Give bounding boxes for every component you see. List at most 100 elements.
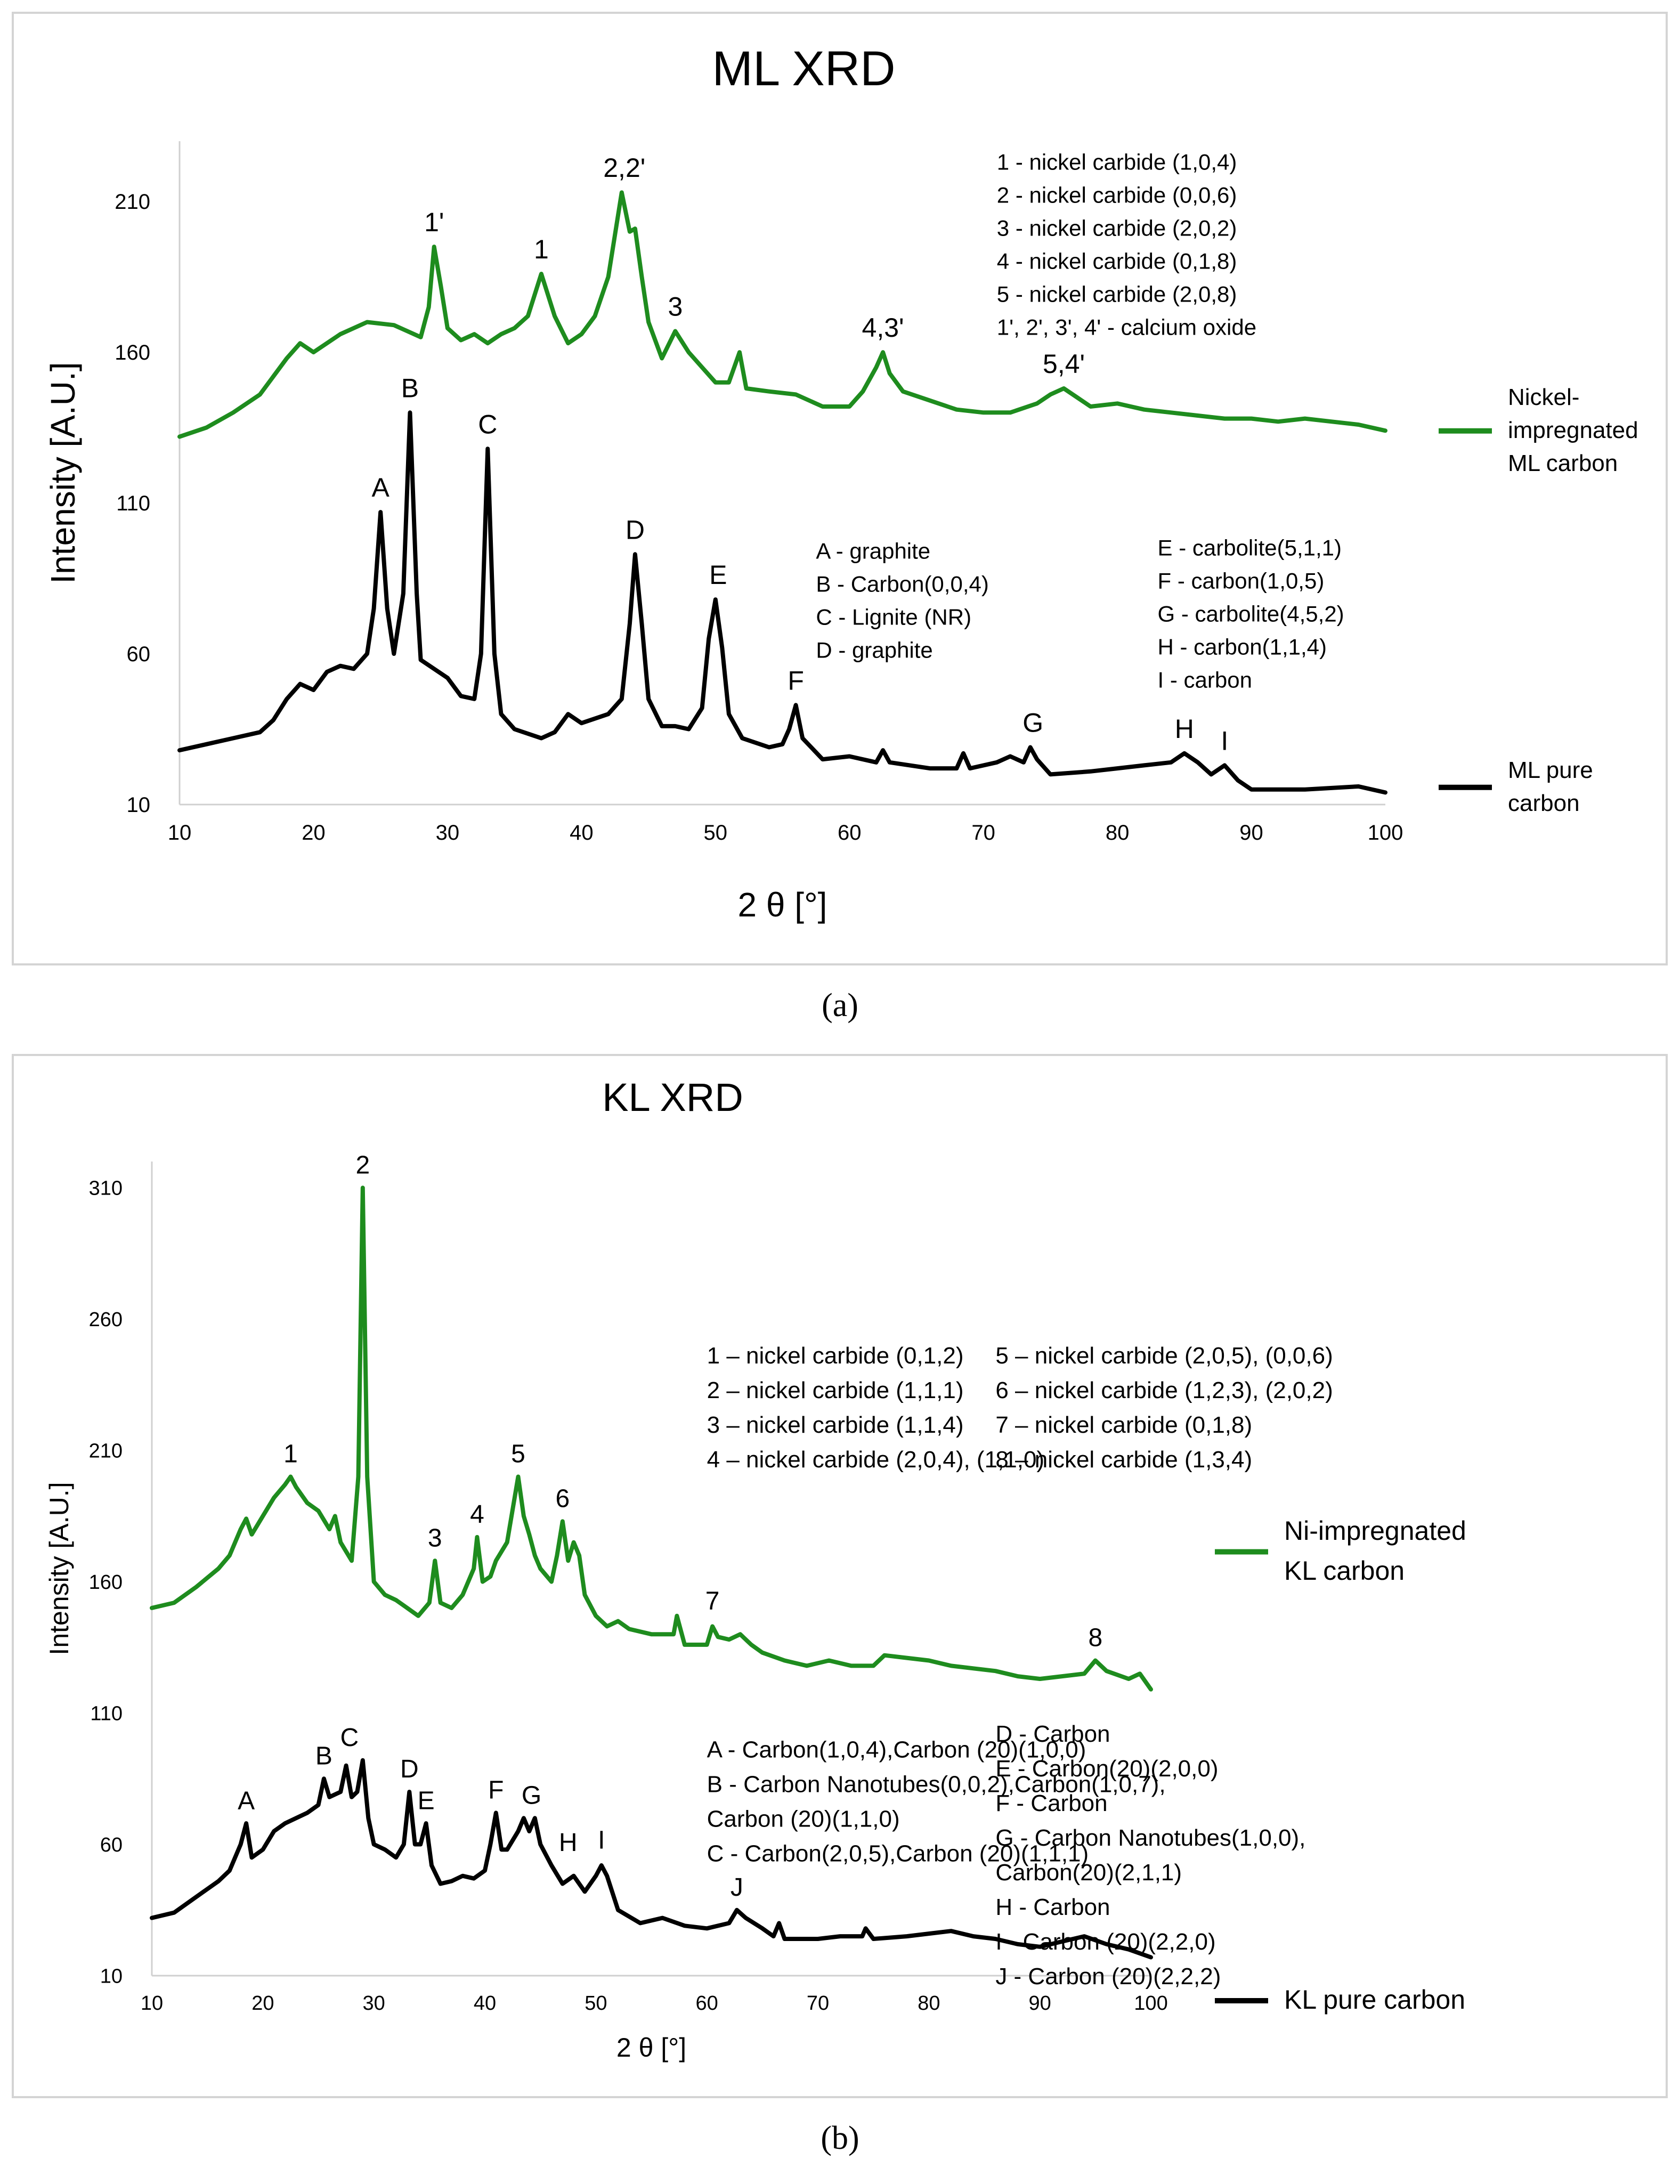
y-tick-label: 110: [116, 492, 150, 515]
series-line-1: [150, 1758, 1153, 1960]
chart-title: ML XRD: [712, 42, 895, 96]
x-tick-label: 80: [1106, 821, 1130, 845]
legend-label: KL pure carbon: [1284, 1985, 1465, 2015]
y-tick-label: 260: [89, 1309, 123, 1331]
annotation-line: J - Carbon (20)(2,2,2): [995, 1963, 1221, 1990]
annotation-line: H - carbon(1,1,4): [1158, 635, 1327, 660]
x-tick-label: 10: [168, 821, 192, 845]
chart-1: KL XRD 10 20 30 40 50 60 70 80 90 100 10 60 110 160 210…: [44, 1075, 1466, 2063]
x-tick-label: 50: [704, 821, 728, 845]
peak-label: A: [238, 1787, 255, 1815]
legend-label: Nickel-: [1508, 384, 1579, 410]
annotation-line: C - Lignite (NR): [816, 604, 971, 629]
peak-label: 3: [668, 292, 683, 322]
annotation-line: 4 – nickel carbide (2,0,4), (1,1,0): [707, 1447, 1044, 1473]
peak-label: 2,2': [603, 153, 645, 183]
y-tick-label: 110: [90, 1702, 123, 1725]
annotation-line: 6 – nickel carbide (1,2,3), (2,0,2): [995, 1377, 1333, 1403]
chart-panel-kl: [12, 1054, 1668, 2098]
peak-label: H: [1175, 714, 1194, 744]
x-tick-label: 20: [302, 821, 326, 845]
annotation-line: 1', 2', 3', 4' - calcium oxide: [997, 314, 1256, 339]
legend-label: carbon: [1508, 790, 1580, 816]
x-tick-label: 100: [1134, 1992, 1167, 2015]
peak-label: G: [522, 1781, 541, 1809]
legend-label: ML pure: [1508, 757, 1593, 783]
x-tick-label: 60: [838, 821, 862, 845]
annotation-line: 5 - nickel carbide (2,0,8): [997, 281, 1237, 306]
peak-label: E: [418, 1787, 435, 1815]
annotation-line: B - Carbon(0,0,4): [816, 571, 988, 596]
y-tick-label: 310: [89, 1178, 123, 1200]
annotation-line: I - carbon: [1158, 668, 1252, 693]
peak-label: 7: [705, 1587, 720, 1615]
peak-label: J: [731, 1873, 743, 1902]
annotation-line: H - Carbon: [995, 1894, 1110, 1920]
series-line-0: [177, 190, 1387, 439]
x-tick-label: 70: [971, 821, 995, 845]
peak-label: 1: [283, 1440, 298, 1468]
annotation-line: 5 – nickel carbide (2,0,5), (0,0,6): [995, 1343, 1333, 1369]
annotation-line: E - carbolite(5,1,1): [1158, 535, 1342, 561]
annotation-line: D - Carbon: [995, 1721, 1110, 1747]
x-axis-label: 2 θ [°]: [616, 2033, 686, 2063]
peak-label: 5: [511, 1440, 525, 1468]
x-tick-label: 20: [251, 1992, 274, 2015]
annotation-line: B - Carbon Nanotubes(0,0,2),Carbon(1,0,7…: [707, 1772, 1166, 1798]
annotation-line: A - Carbon(1,0,4),Carbon (20)(1,0,0): [707, 1737, 1086, 1763]
caption-a: (a): [822, 987, 858, 1024]
peak-label: 1': [424, 207, 444, 237]
x-tick-label: 30: [363, 1992, 385, 2015]
annotation-line: 1 – nickel carbide (0,1,2): [707, 1343, 964, 1369]
peak-label: 2: [355, 1151, 370, 1180]
annotation-line: 2 - nickel carbide (0,0,6): [997, 182, 1237, 207]
annotation-line: D - graphite: [816, 637, 932, 662]
annotation-line: 7 – nickel carbide (0,1,8): [995, 1412, 1252, 1438]
peak-label: 3: [428, 1524, 442, 1552]
annotation-line: 3 – nickel carbide (1,1,4): [707, 1412, 964, 1438]
chart-0: ML XRD 10 20 30 40 50 60 70 80 90 100 10 60 110 160 210…: [44, 42, 1638, 924]
peak-label: A: [371, 473, 389, 502]
y-axis-label: Intensity [A.U.]: [44, 362, 82, 583]
peak-label: E: [709, 560, 727, 590]
y-tick-label: 210: [89, 1440, 123, 1462]
peak-label: 8: [1088, 1624, 1102, 1652]
peak-label: F: [488, 1776, 504, 1805]
x-tick-label: 40: [474, 1992, 496, 2015]
legend-label: Ni-impregnated: [1284, 1516, 1466, 1546]
annotation-line: A - graphite: [816, 538, 930, 563]
annotation-line: 1 - nickel carbide (1,0,4): [997, 149, 1237, 174]
annotation-line: 8 – nickel carbide (1,3,4): [995, 1447, 1252, 1473]
annotation-line: 2 – nickel carbide (1,1,1): [707, 1377, 964, 1403]
peak-label: 4: [470, 1500, 484, 1529]
y-tick-label: 210: [115, 190, 150, 214]
peak-label: 6: [555, 1484, 570, 1513]
annotation-line: G - carbolite(4,5,2): [1158, 602, 1344, 627]
x-tick-label: 60: [696, 1992, 718, 2015]
peak-label: H: [559, 1829, 578, 1857]
annotation-line: E - Carbon(20)(2,0,0): [995, 1756, 1218, 1782]
peak-label: D: [400, 1755, 419, 1783]
x-tick-label: 100: [1368, 821, 1403, 845]
x-tick-label: 70: [807, 1992, 829, 2015]
annotation-line: F - carbon(1,0,5): [1158, 569, 1325, 594]
peak-label: 4,3': [862, 313, 904, 343]
annotation-line: 3 - nickel carbide (2,0,2): [997, 215, 1237, 240]
x-tick-label: 30: [436, 821, 460, 845]
series-line-0: [150, 1186, 1153, 1692]
peak-label: I: [1221, 726, 1228, 756]
annotation-line: I - Carbon (20)(2,2,0): [995, 1929, 1215, 1955]
y-tick-label: 160: [115, 341, 150, 364]
y-tick-label: 160: [89, 1571, 123, 1594]
y-tick-label: 60: [127, 643, 151, 666]
peak-label: C: [340, 1724, 359, 1752]
peak-label: D: [626, 515, 645, 545]
annotation-line: F - Carbon: [995, 1790, 1107, 1816]
caption-b: (b): [821, 2120, 859, 2156]
legend-label: KL carbon: [1284, 1556, 1405, 1586]
peak-label: 5,4': [1043, 349, 1085, 379]
annotation-line: Carbon(20)(2,1,1): [995, 1860, 1182, 1886]
y-tick-label: 10: [127, 793, 151, 817]
annotation-line: 4 - nickel carbide (0,1,8): [997, 248, 1237, 273]
